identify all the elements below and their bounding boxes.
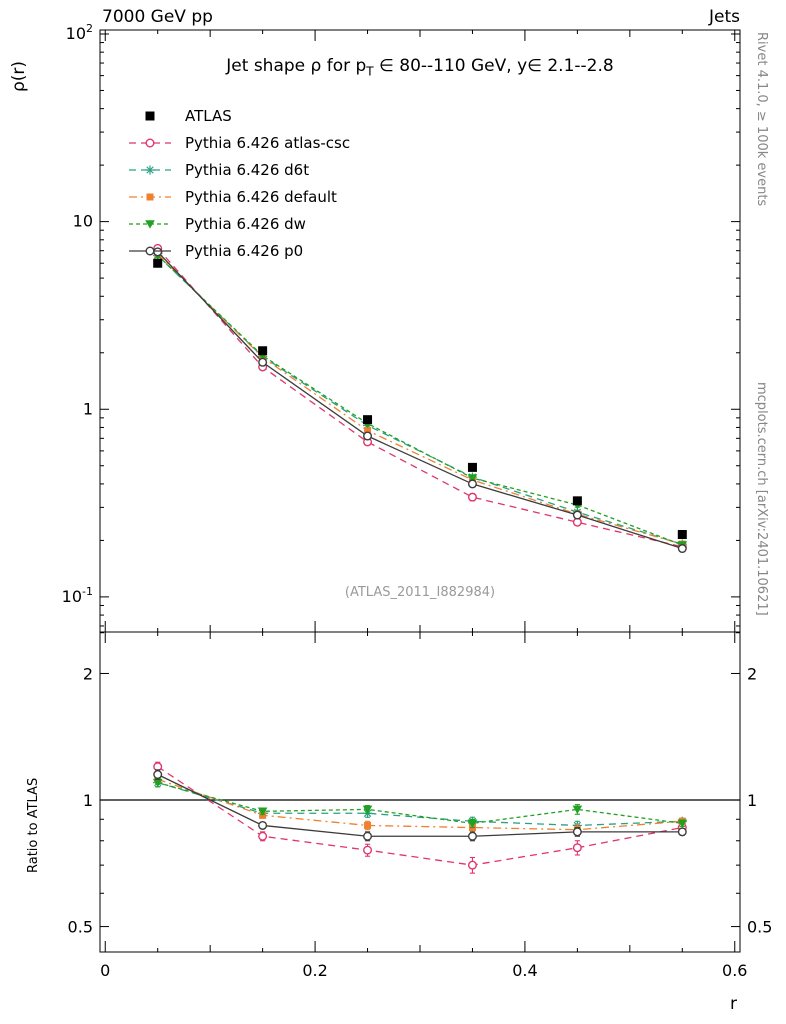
ratio-panel-series [152, 761, 688, 874]
svg-text:0.6: 0.6 [722, 961, 747, 980]
legend-sample-icon [129, 219, 171, 229]
x-axis-label: r [730, 994, 737, 1014]
legend-item-atlas: ATLAS [127, 102, 350, 129]
legend-sample-icon [145, 111, 155, 120]
legend-sample-icon [129, 164, 171, 175]
svg-text:0.4: 0.4 [512, 961, 537, 980]
legend-label: Pythia 6.426 dw [185, 214, 306, 233]
svg-text:10: 10 [73, 212, 93, 231]
analysis-category: Jets [709, 7, 740, 27]
legend-item-pythia-6-426-atlas-csc: Pythia 6.426 atlas-csc [127, 129, 350, 156]
y-axis-label-ratio: Ratio to ATLAS [26, 777, 41, 873]
analysis-reference: (ATLAS_2011_I882984) [344, 585, 496, 600]
legend-sample-icon [129, 245, 171, 255]
legend-item-pythia-6-426-d6t: Pythia 6.426 d6t [127, 156, 350, 183]
main-panel-series [152, 243, 688, 554]
svg-text:0.5: 0.5 [747, 918, 772, 937]
legend-label: Pythia 6.426 p0 [185, 241, 304, 260]
svg-text:1: 1 [83, 399, 93, 418]
legend-label: Pythia 6.426 default [185, 187, 337, 206]
plot-title: Jet shape ρ for pT ∈ 80--110 GeV, y∈ 2.1… [100, 56, 740, 78]
legend-item-pythia-6-426-dw: Pythia 6.426 dw [127, 210, 350, 237]
svg-text:1: 1 [83, 791, 93, 810]
legend: ATLAS Pythia 6.426 atlas-csc Pythia 6.426 … [127, 102, 350, 264]
svg-text:10-1: 10-1 [62, 585, 93, 606]
legend-label: Pythia 6.426 d6t [185, 160, 310, 179]
legend-item-pythia-6-426-default: Pythia 6.426 default [127, 183, 350, 210]
legend-sample-icon [129, 137, 171, 147]
svg-text:0: 0 [100, 961, 110, 980]
svg-text:2: 2 [83, 664, 93, 683]
svg-text:1: 1 [747, 791, 757, 810]
y-axis-label-main: ρ(r) [9, 60, 29, 92]
mcplots-source-note: mcplots.cern.ch [arXiv:2401.10621] [754, 382, 769, 616]
plot-title-pre: Jet shape ρ for p [226, 56, 367, 76]
plot-title-post: ∈ 80--110 GeV, y∈ 2.1--2.8 [373, 56, 614, 76]
legend-label: ATLAS [185, 106, 232, 125]
svg-text:0.2: 0.2 [302, 961, 327, 980]
beam-info: 7000 GeV pp [102, 7, 213, 27]
svg-text:0.5: 0.5 [68, 918, 93, 937]
legend-label: Pythia 6.426 atlas-csc [185, 133, 351, 152]
legend-item-pythia-6-426-p0: Pythia 6.426 p0 [127, 237, 350, 264]
legend-sample-icon [129, 193, 171, 200]
plot-title-subscript: T [366, 64, 374, 79]
svg-text:2: 2 [747, 664, 757, 683]
rivet-version-note: Rivet 4.1.0, ≥ 100k events [754, 32, 769, 207]
